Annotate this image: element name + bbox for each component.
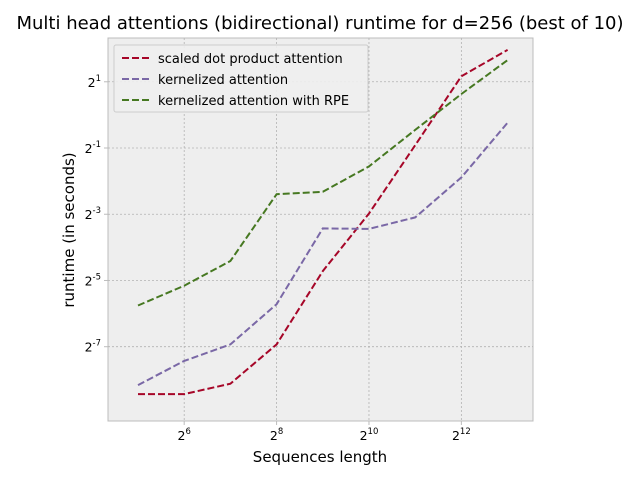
y-tick-base: 2 [88, 75, 96, 90]
x-tick-base: 2 [452, 428, 460, 443]
x-tick-exponent: 8 [278, 427, 283, 437]
legend: scaled dot product attention kernelized a… [113, 44, 369, 113]
x-tick-base: 2 [270, 428, 278, 443]
x-tick-base: 2 [360, 428, 368, 443]
y-tick-exponent: -5 [93, 272, 101, 282]
y-tick-base: 2 [85, 340, 93, 355]
y-tick-exponent: -3 [93, 206, 101, 216]
x-tick-label: 28 [270, 427, 283, 443]
chart-title: Multi head attentions (bidirectional) ru… [16, 13, 623, 34]
series-lines [137, 49, 509, 396]
y-tick-label: 2-1 [85, 140, 101, 156]
x-tick-label: 26 [178, 427, 191, 443]
y-tick-base: 2 [85, 207, 93, 222]
series-line-2 [137, 122, 509, 386]
y-axis-ticks: 2-72-52-32-121 [85, 74, 108, 355]
x-tick-exponent: 6 [185, 427, 190, 437]
legend-label: kernelized attention with RPE [158, 94, 349, 109]
y-tick-label: 2-3 [85, 206, 101, 222]
x-axis-label: Sequences length [253, 448, 387, 466]
x-axis-ticks: 26 28 210 212 [178, 421, 471, 443]
y-tick-label: 2-5 [85, 272, 101, 288]
y-tick-label: 21 [88, 74, 101, 90]
y-tick-label: 2-7 [85, 339, 101, 355]
x-tick-base: 2 [178, 428, 186, 443]
y-tick-exponent: -7 [93, 339, 101, 349]
y-tick-base: 2 [85, 141, 93, 156]
y-axis-label: runtime (in seconds) [60, 152, 78, 307]
legend-box [113, 44, 369, 113]
x-tick-label: 210 [360, 427, 379, 443]
series-line-1 [138, 49, 509, 396]
y-tick-exponent: 1 [96, 74, 101, 84]
legend-label: kernelized attention [158, 73, 288, 88]
legend-label: scaled dot product attention [158, 52, 343, 67]
x-tick-exponent: 12 [460, 427, 471, 437]
y-tick-base: 2 [85, 273, 93, 288]
series-line-3 [137, 59, 509, 307]
x-tick-label: 212 [452, 427, 471, 443]
x-tick-exponent: 10 [368, 427, 379, 437]
y-tick-exponent: -1 [93, 140, 101, 150]
